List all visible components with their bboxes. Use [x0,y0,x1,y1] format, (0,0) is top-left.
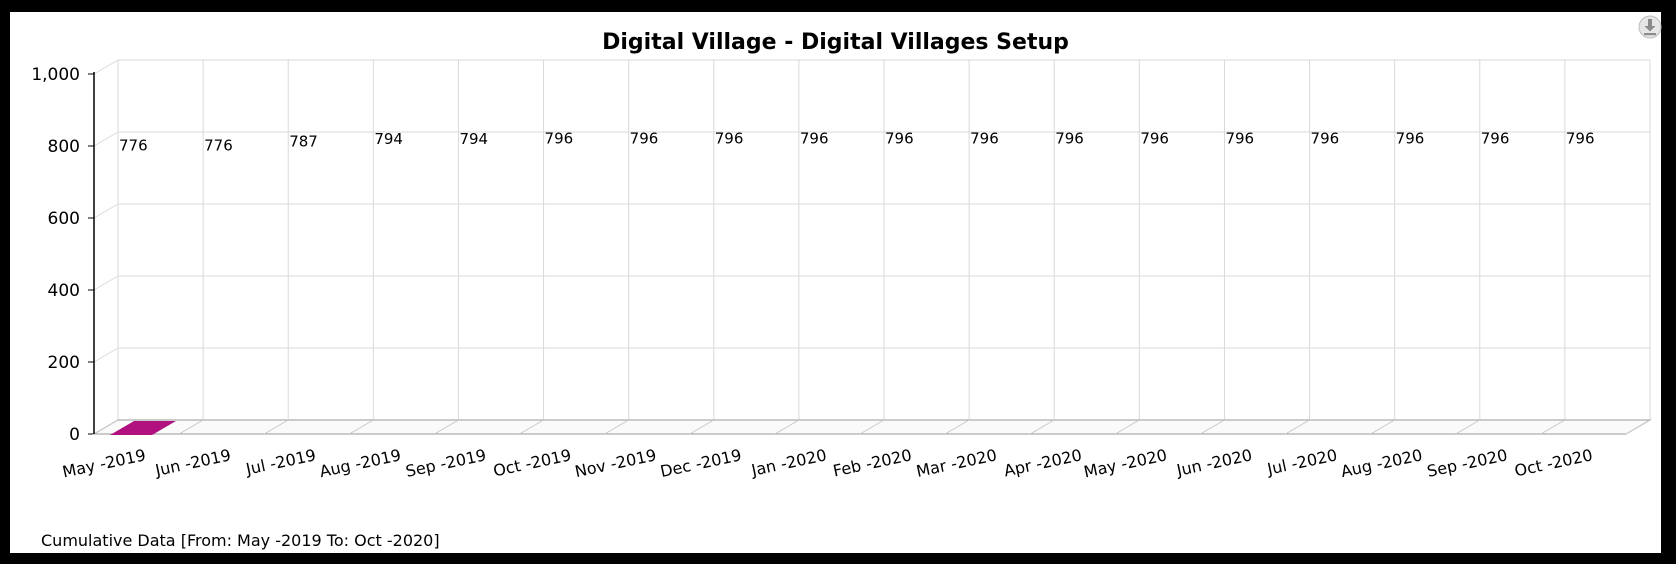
floor-divider [263,419,289,435]
floor-divider [944,419,970,435]
chart-panel: 0 200 400 600 800 1,000 776 776 787 794 794 796 796 7… [10,12,1662,553]
data-label: 796 [715,129,744,147]
x-tick-label: Oct -2019 [491,445,572,480]
download-icon [1638,15,1662,39]
bar [1043,147,1090,434]
bar [277,151,324,434]
data-label: 796 [1311,129,1340,147]
x-tick-label: Aug -2019 [318,445,403,481]
chart-plot: 0 200 400 600 800 1,000 776 776 787 794 794 796 796 7… [31,59,1652,482]
bar [958,147,1005,434]
bar [703,147,750,434]
bar [362,148,409,434]
data-label: 796 [885,129,914,147]
floor-divider [1029,419,1055,435]
x-tick-label: Nov -2019 [573,445,658,481]
bar [533,147,580,434]
y-tick-label: 800 [48,137,80,157]
data-label: 796 [1396,129,1425,147]
data-label: 794 [374,130,403,148]
bar [192,155,239,434]
data-label: 787 [289,133,318,151]
data-label: 796 [800,129,829,147]
floor-divider [604,419,629,435]
floor-divider [1115,419,1140,435]
data-label: 796 [545,129,574,147]
x-tick-label: Apr -2020 [1002,445,1083,480]
data-label: 796 [970,129,999,147]
y-tick-label: 1,000 [31,65,80,85]
grid-line-depth [93,275,119,291]
x-tick-label: Jun -2019 [153,445,233,480]
grid-line-depth [93,131,119,147]
bar [788,147,835,434]
grid-line-depth [93,347,119,363]
data-label: 796 [1055,129,1084,147]
y-tick-label: 200 [48,353,80,373]
grid-line-depth [93,59,119,75]
y-tick-label: 600 [48,209,80,229]
chart-footnote: Cumulative Data [From: May -2019 To: Oct… [41,531,440,550]
grid-line-depth [93,203,119,219]
floor-divider [178,419,204,435]
x-tick-label: Aug -2020 [1339,445,1424,481]
download-button[interactable] [1638,15,1662,39]
floor-divider [1370,419,1395,435]
floor-divider [774,419,800,435]
floor-divider [519,419,544,435]
bar [1214,147,1261,434]
floor-divider [1540,419,1566,435]
data-label: 776 [204,137,233,155]
x-tick-label: Jan -2020 [749,445,829,480]
data-label: 796 [630,129,659,147]
floor-divider [1455,419,1481,435]
floor-divider [93,419,119,435]
data-label: 796 [1481,129,1510,147]
floor-divider [1200,419,1225,435]
bar [1384,147,1431,434]
x-tick-label: Jul -2020 [1265,445,1339,479]
data-label: 776 [119,137,148,155]
data-label: 796 [1566,129,1595,147]
x-tick-label: May -2020 [1082,445,1169,481]
x-tick-label: May -2019 [61,445,148,481]
floor-divider [859,419,885,435]
bar [618,147,665,434]
bar-base [110,421,176,435]
floor-divider [1625,419,1651,435]
floor-divider [689,419,715,435]
x-tick-label: Mar -2020 [915,445,999,481]
x-tick-label: Sep -2020 [1425,445,1509,481]
floor-divider [434,419,459,435]
x-tick-label: Feb -2020 [831,445,913,480]
floor-divider [349,419,374,435]
x-tick-label: Oct -2020 [1513,445,1594,480]
bar [448,148,495,434]
chart-title: Digital Village - Digital Villages Setup [602,30,1069,55]
y-tick-label: 0 [69,425,80,445]
x-tick-label: Dec -2019 [658,445,743,481]
x-tick-label: Jul -2019 [243,445,317,479]
bar [1469,147,1516,434]
bar [1554,147,1601,434]
data-label: 796 [1225,129,1254,147]
data-label: 796 [1140,129,1169,147]
y-tick-label: 400 [48,281,80,301]
floor-divider [1285,419,1310,435]
bar [107,155,154,434]
bar [873,147,920,434]
x-tick-label: Jun -2020 [1174,445,1254,480]
bar [1299,147,1346,434]
bar [1128,147,1175,434]
data-label: 794 [459,130,488,148]
x-tick-label: Sep -2019 [404,445,488,481]
